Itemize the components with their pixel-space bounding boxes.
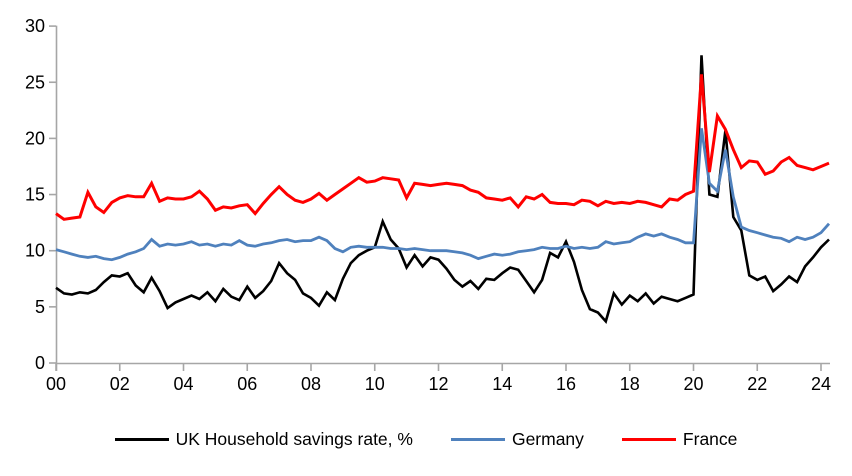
y-tick-label: 30 bbox=[25, 16, 45, 36]
legend-label-france: France bbox=[682, 429, 738, 449]
x-tick-label: 06 bbox=[237, 374, 257, 394]
x-tick-label: 10 bbox=[365, 374, 385, 394]
france-line-swatch bbox=[621, 438, 676, 441]
legend-label-uk: UK Household savings rate, % bbox=[175, 429, 413, 449]
x-tick-label: 04 bbox=[173, 374, 193, 394]
y-tick-label: 10 bbox=[25, 241, 45, 261]
x-tick-label: 14 bbox=[492, 374, 512, 394]
uk-line-swatch bbox=[114, 438, 169, 441]
x-tick-label: 20 bbox=[683, 374, 703, 394]
x-tick-label: 08 bbox=[301, 374, 321, 394]
legend-item-germany: Germany bbox=[450, 429, 584, 450]
y-tick-label: 5 bbox=[35, 297, 45, 317]
germany-line-swatch bbox=[450, 438, 505, 441]
legend-item-uk: UK Household savings rate, % bbox=[114, 429, 413, 450]
x-tick-label: 22 bbox=[747, 374, 767, 394]
plot-area: 0 5 10 15 20 25 30 00 02 04 06 08 10 12 14 16 18 20 22 24 bbox=[25, 16, 831, 394]
legend-item-france: France bbox=[621, 429, 738, 450]
x-tick-label: 16 bbox=[556, 374, 576, 394]
legend-label-germany: Germany bbox=[511, 429, 584, 449]
x-tick-label: 12 bbox=[428, 374, 448, 394]
y-tick-label: 15 bbox=[25, 185, 45, 205]
x-tick-label: 18 bbox=[620, 374, 640, 394]
y-tick-label: 0 bbox=[35, 353, 45, 373]
legend: UK Household savings rate, % Germany Fra… bbox=[0, 429, 852, 450]
series-line-germany bbox=[55, 128, 831, 262]
x-tick-label: 00 bbox=[46, 374, 66, 394]
series-line-france bbox=[55, 74, 830, 221]
x-tick-label: 02 bbox=[110, 374, 130, 394]
y-tick-label: 25 bbox=[25, 72, 45, 92]
y-tick-label: 20 bbox=[25, 128, 45, 148]
x-tick-label: 24 bbox=[811, 374, 831, 394]
axes: 0 5 10 15 20 25 30 00 02 04 06 08 10 12 14 16 18 20 22 24 bbox=[25, 16, 831, 394]
